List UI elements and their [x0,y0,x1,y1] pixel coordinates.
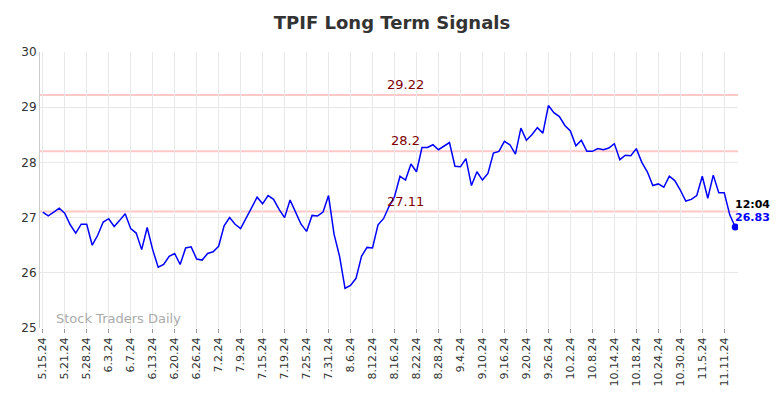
svg-text:10.24.24: 10.24.24 [652,337,665,386]
svg-text:9.10.24: 9.10.24 [476,337,489,379]
svg-text:7.25.24: 7.25.24 [300,337,313,379]
svg-text:5.21.24: 5.21.24 [58,337,71,379]
svg-text:26: 26 [21,266,36,280]
svg-text:7.31.24: 7.31.24 [322,337,335,379]
svg-text:6.26.24: 6.26.24 [190,337,203,379]
svg-text:30: 30 [21,45,36,59]
svg-text:10.18.24: 10.18.24 [630,337,643,386]
svg-text:5.15.24: 5.15.24 [36,337,49,379]
svg-text:9.16.24: 9.16.24 [498,337,511,379]
svg-text:8.6.24: 8.6.24 [344,337,357,372]
svg-text:11.5.24: 11.5.24 [696,337,709,379]
svg-text:7.2.24: 7.2.24 [212,337,225,372]
svg-text:10.14.24: 10.14.24 [608,337,621,386]
svg-text:27.11: 27.11 [387,194,424,209]
svg-text:9.4.24: 9.4.24 [454,337,467,372]
svg-text:11.11.24: 11.11.24 [718,337,731,386]
svg-text:27: 27 [21,211,36,225]
svg-text:26.83: 26.83 [735,211,770,224]
svg-text:9.26.24: 9.26.24 [542,337,555,379]
svg-text:6.3.24: 6.3.24 [102,337,115,372]
svg-text:9.20.24: 9.20.24 [520,337,533,379]
svg-text:25: 25 [21,321,36,335]
svg-text:7.19.24: 7.19.24 [278,337,291,379]
svg-text:TPIF Long Term Signals: TPIF Long Term Signals [274,12,510,33]
svg-text:7.15.24: 7.15.24 [256,337,269,379]
svg-text:8.12.24: 8.12.24 [366,337,379,379]
svg-text:5.28.24: 5.28.24 [80,337,93,379]
svg-text:10.8.24: 10.8.24 [586,337,599,379]
svg-text:8.16.24: 8.16.24 [388,337,401,379]
svg-text:10.2.24: 10.2.24 [564,337,577,379]
svg-text:6.20.24: 6.20.24 [168,337,181,379]
svg-text:29: 29 [21,100,36,114]
svg-text:6.13.24: 6.13.24 [146,337,159,379]
svg-text:8.28.24: 8.28.24 [432,337,445,379]
svg-text:12:04: 12:04 [735,198,770,211]
svg-text:28.2: 28.2 [391,133,420,148]
svg-text:8.22.24: 8.22.24 [410,337,423,379]
svg-text:10.30.24: 10.30.24 [674,337,687,386]
svg-text:28: 28 [21,156,36,170]
svg-text:Stock Traders Daily: Stock Traders Daily [56,311,181,326]
svg-text:6.7.24: 6.7.24 [124,337,137,372]
svg-text:7.9.24: 7.9.24 [234,337,247,372]
svg-text:29.22: 29.22 [387,77,424,92]
